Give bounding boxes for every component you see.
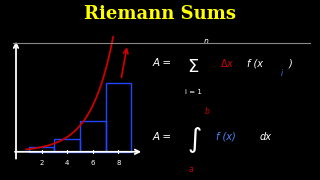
Text: dx: dx: [260, 132, 271, 142]
Text: f (x): f (x): [216, 132, 236, 142]
Text: n: n: [204, 37, 209, 46]
Text: 8: 8: [116, 159, 121, 166]
Text: Riemann Sums: Riemann Sums: [84, 5, 236, 23]
Text: A =: A =: [152, 132, 172, 142]
Bar: [29, 147, 54, 152]
Bar: [54, 139, 80, 152]
Text: $\Sigma$: $\Sigma$: [187, 58, 199, 76]
Bar: [106, 83, 131, 152]
Text: i: i: [280, 69, 282, 78]
Text: 4: 4: [65, 159, 69, 166]
Text: b: b: [204, 107, 209, 116]
Text: a: a: [189, 165, 193, 174]
Text: f (x: f (x: [247, 58, 263, 68]
Text: i = 1: i = 1: [185, 89, 202, 95]
Bar: [80, 122, 106, 152]
Text: $\Delta$x: $\Delta$x: [220, 57, 234, 69]
Text: 6: 6: [91, 159, 95, 166]
Text: A =: A =: [152, 58, 172, 68]
Text: ): ): [289, 58, 293, 68]
Text: $\int$: $\int$: [187, 125, 202, 155]
Text: 2: 2: [39, 159, 44, 166]
